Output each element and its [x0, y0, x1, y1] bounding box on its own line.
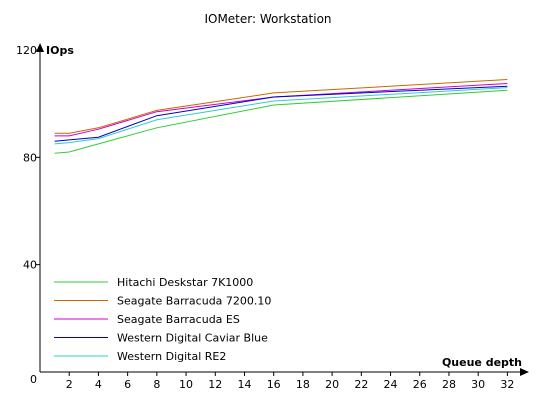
legend: Hitachi Deskstar 7K1000 Seagate Barracuda…: [54, 276, 271, 363]
y-tick-label: 0: [30, 373, 37, 386]
x-tick-label: 4: [95, 378, 102, 391]
x-tick-label: 24: [384, 378, 398, 391]
x-tick-label: 8: [153, 378, 160, 391]
y-ticks: 0 40 80 120: [16, 44, 40, 386]
y-axis-title: IOps: [46, 44, 74, 57]
x-tick-label: 20: [325, 378, 339, 391]
x-tick-label: 12: [208, 378, 222, 391]
x-tick-label: 28: [442, 378, 456, 391]
x-ticks: 2 4 6 8 10 12 14 16 18 20 22 24 26 28 30 32: [66, 372, 514, 391]
legend-label: Western Digital RE2: [117, 350, 226, 363]
series-line: [54, 85, 508, 142]
x-tick-label: 16: [267, 378, 281, 391]
x-axis-title: Queue depth: [442, 356, 522, 369]
y-axis-arrow: [36, 43, 44, 52]
series-line: [54, 79, 508, 134]
x-tick-label: 32: [500, 378, 514, 391]
series-line: [54, 87, 508, 145]
chart-title: IOMeter: Workstation: [204, 12, 331, 26]
legend-label: Seagate Barracuda ES: [117, 313, 240, 326]
x-tick-label: 18: [296, 378, 310, 391]
y-tick-label: 80: [23, 151, 37, 164]
y-tick-label: 120: [16, 44, 37, 57]
x-tick-label: 22: [354, 378, 368, 391]
x-axis-arrow: [520, 368, 529, 376]
x-tick-label: 6: [124, 378, 131, 391]
legend-label: Hitachi Deskstar 7K1000: [117, 276, 253, 289]
x-tick-label: 30: [471, 378, 485, 391]
legend-label: Western Digital Caviar Blue: [117, 332, 268, 345]
x-tick-label: 14: [237, 378, 251, 391]
x-tick-label: 26: [413, 378, 427, 391]
series-line: [54, 89, 508, 154]
series-lines: [54, 79, 508, 154]
legend-label: Seagate Barracuda 7200.10: [117, 295, 271, 308]
x-tick-label: 2: [66, 378, 73, 391]
y-tick-label: 40: [23, 259, 37, 272]
x-tick-label: 10: [179, 378, 193, 391]
